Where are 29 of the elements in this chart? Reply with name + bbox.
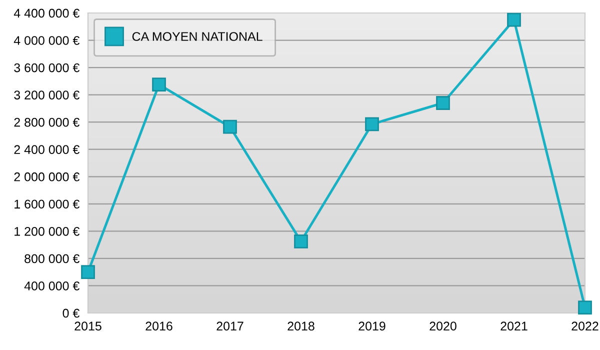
point bbox=[365, 117, 379, 132]
point bbox=[294, 234, 308, 248]
y-tick-label: 3 200 000 € bbox=[14, 90, 80, 100]
x-tick-label: 2019 bbox=[358, 322, 386, 331]
point bbox=[436, 96, 450, 110]
y-tick-label: 0 € bbox=[62, 308, 80, 318]
y-tick-label: 2 800 000 € bbox=[14, 118, 80, 127]
y-tick-label: 2 000 000 € bbox=[14, 172, 80, 182]
y-tick-label: 1 600 000 € bbox=[14, 200, 80, 209]
x-tick-label: 2015 bbox=[74, 322, 102, 331]
y-tick-label: 800 000 € bbox=[24, 254, 80, 264]
y-tick-label: 4 400 000 € bbox=[14, 8, 80, 18]
point bbox=[81, 265, 95, 280]
legend-label: CA MOYEN NATIONAL bbox=[132, 32, 262, 41]
y-tick-label: 3 600 000 € bbox=[14, 63, 80, 72]
x-tick-label: 2021 bbox=[500, 322, 528, 331]
point bbox=[578, 300, 592, 314]
point bbox=[223, 120, 237, 134]
y-tick-label: 1 200 000 € bbox=[14, 226, 80, 236]
point bbox=[507, 12, 521, 27]
y-tick-label: 400 000 € bbox=[24, 282, 80, 290]
x-tick-label: 2022 bbox=[572, 322, 598, 331]
x-tick-label: 2017 bbox=[216, 322, 244, 331]
point bbox=[152, 78, 166, 92]
y-tick-label: 2 400 000 € bbox=[14, 145, 80, 154]
y-tick-label: 4 000 000 € bbox=[14, 36, 80, 45]
x-tick-label: 2020 bbox=[430, 322, 456, 331]
x-tick-label: 2018 bbox=[288, 322, 314, 331]
x-tick-label: 2016 bbox=[146, 322, 172, 331]
